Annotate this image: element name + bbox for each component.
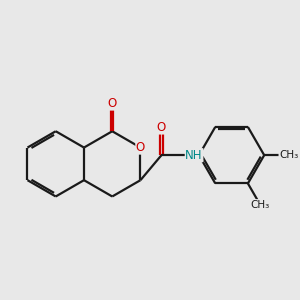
- Text: O: O: [136, 141, 145, 154]
- Text: O: O: [157, 121, 166, 134]
- Text: CH₃: CH₃: [279, 150, 298, 160]
- Text: NH: NH: [185, 149, 203, 162]
- Text: O: O: [108, 97, 117, 110]
- Text: CH₃: CH₃: [250, 200, 270, 210]
